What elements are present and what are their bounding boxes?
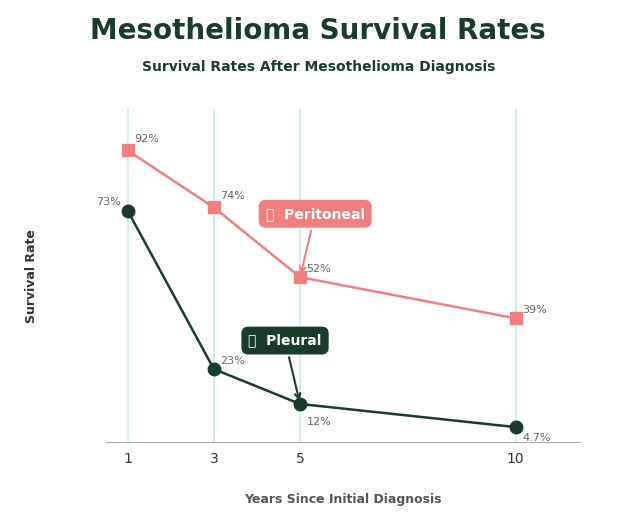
Text: 💻  Peritoneal: 💻 Peritoneal — [266, 207, 364, 272]
Text: 52%: 52% — [306, 264, 331, 274]
Text: 92%: 92% — [134, 134, 159, 144]
Text: 74%: 74% — [220, 191, 245, 201]
Text: 73%: 73% — [97, 198, 121, 207]
Text: 4.7%: 4.7% — [522, 434, 550, 444]
Text: Years Since Initial Diagnosis: Years Since Initial Diagnosis — [245, 493, 442, 505]
Text: Survival Rates After Mesothelioma Diagnosis: Survival Rates After Mesothelioma Diagno… — [142, 60, 495, 74]
Text: Survival Rate: Survival Rate — [25, 229, 37, 322]
Text: 12%: 12% — [306, 417, 331, 426]
Text: 39%: 39% — [522, 305, 547, 315]
Text: 23%: 23% — [220, 356, 245, 366]
Text: Mesothelioma Survival Rates: Mesothelioma Survival Rates — [90, 17, 546, 45]
Text: 🫁  Pleural: 🫁 Pleural — [248, 333, 322, 399]
